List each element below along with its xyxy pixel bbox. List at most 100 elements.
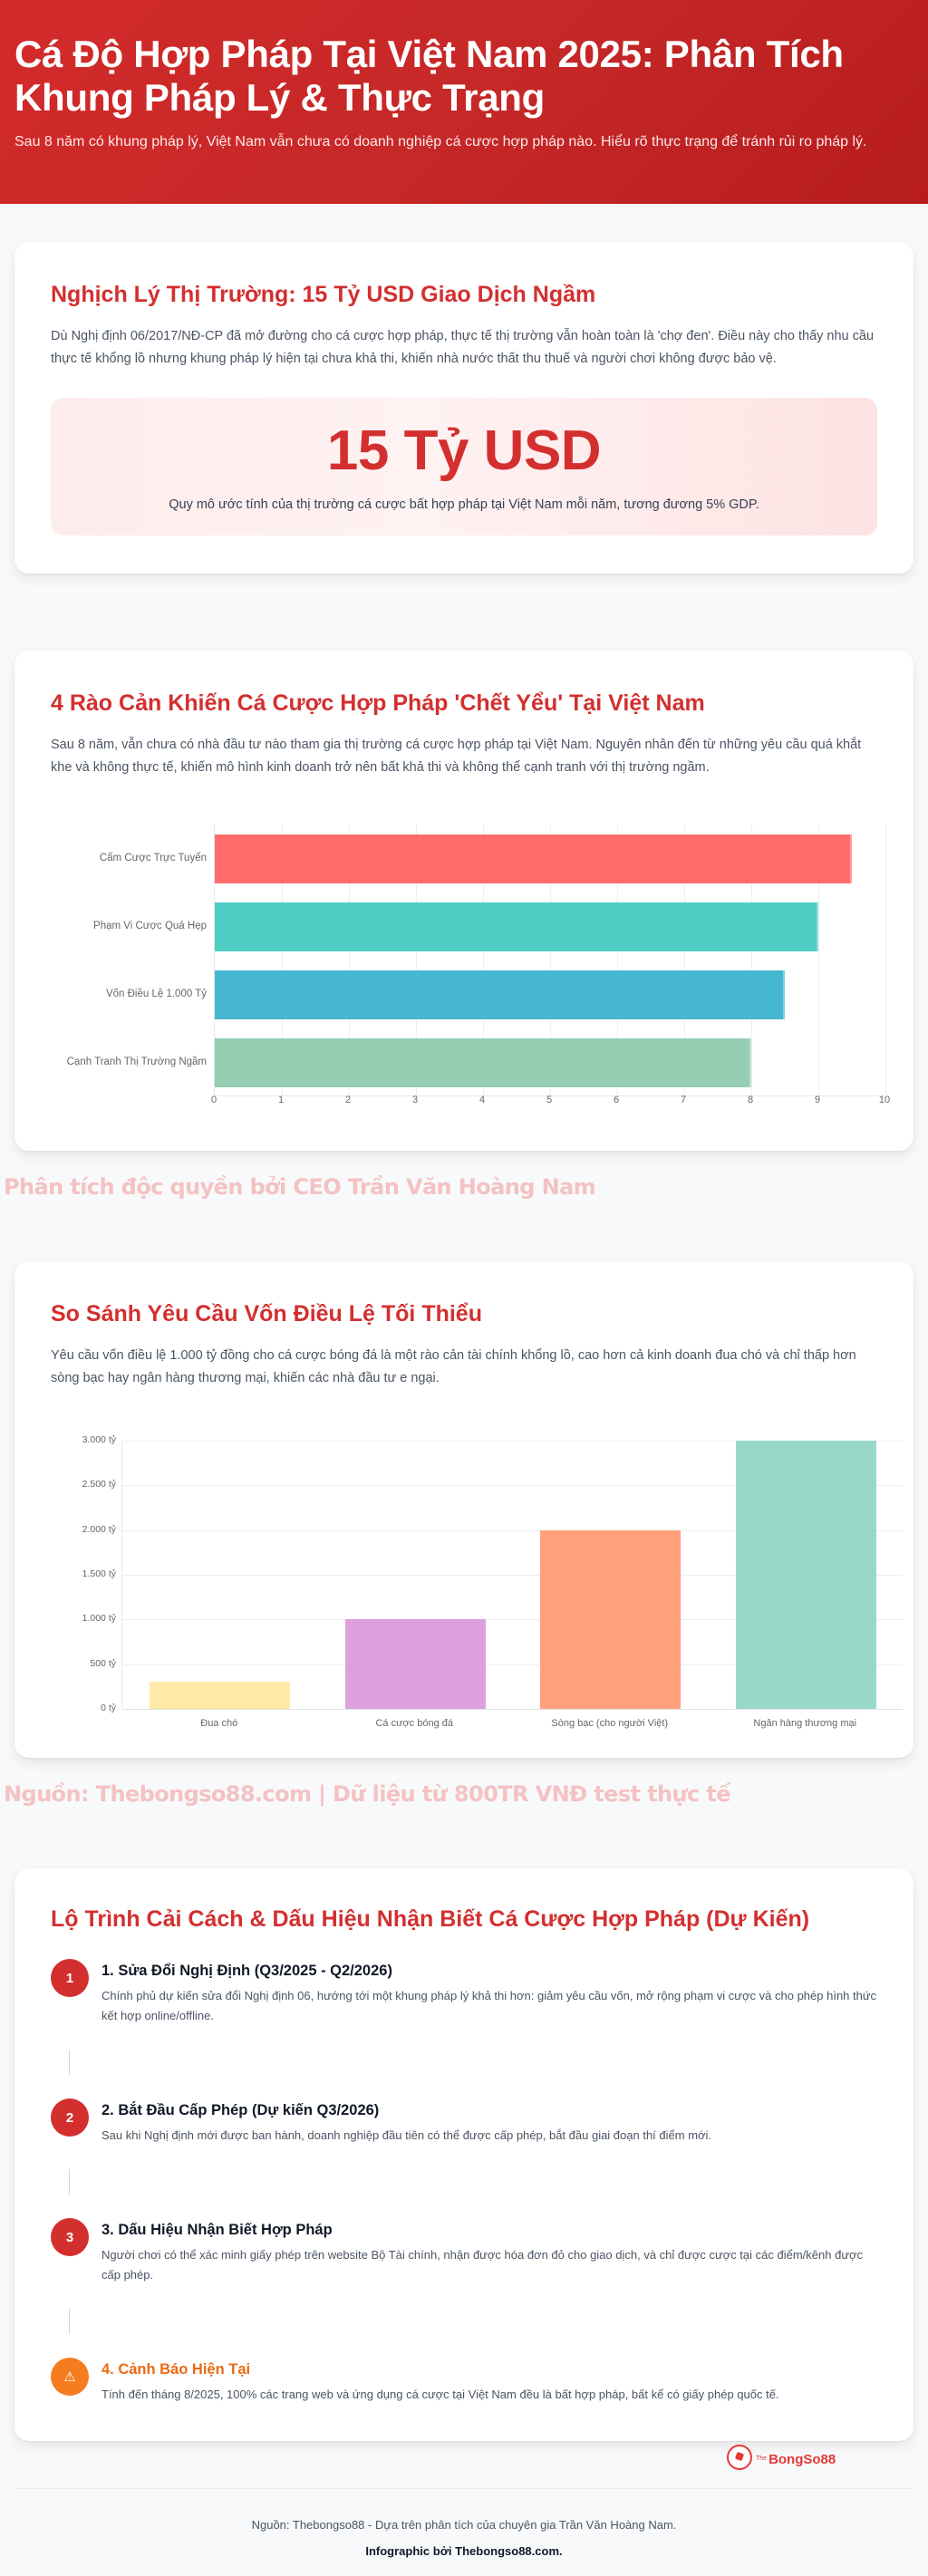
y-tick-label: 1.000 tỷ (82, 1613, 116, 1625)
grid-line (122, 1441, 903, 1442)
timeline-step: 2 2. Bắt Đầu Cấp Phép (Dự kiến Q3/2026) … (51, 2098, 877, 2146)
soccer-ball-icon (727, 2445, 752, 2470)
section-lead: Yêu cầu vốn điều lệ 1.000 tỷ đồng cho cá… (51, 1348, 856, 1385)
x-tick-label: 4 (478, 1095, 486, 1105)
bar[interactable] (735, 1441, 876, 1709)
step-text: Tính đến tháng 8/2025, 100% các trang we… (102, 2388, 779, 2401)
x-tick-label: 2 (344, 1095, 352, 1105)
bar[interactable] (540, 1529, 682, 1709)
grid-line (751, 825, 752, 1095)
section-lead: Dù Nghị định 06/2017/NĐ-CP đã mở đường c… (51, 329, 875, 366)
grid-line (617, 825, 618, 1095)
y-tick-label: 500 tỷ (90, 1657, 116, 1669)
grid-line (282, 825, 283, 1095)
roadmap-card: Lộ Trình Cải Cách & Dấu Hiệu Nhận Biết C… (14, 1868, 914, 2441)
x-tick-label: 3 (411, 1095, 419, 1105)
timeline-step: 1 1. Sửa Đổi Nghị Định (Q3/2025 - Q2/202… (51, 1959, 877, 2026)
timeline-connector (69, 2309, 70, 2334)
step-title: 4. Cảnh Báo Hiện Tại (102, 2361, 251, 2378)
grid-line (349, 825, 350, 1095)
footer-source: Nguồn: Thebongso88 - Dựa trên phân tích … (251, 2518, 677, 2532)
grid-line (122, 1529, 903, 1531)
barriers-card: 4 Rào Cản Khiến Cá Cược Hợp Pháp 'Chết Y… (14, 651, 914, 1151)
x-category-label: Ngân hàng thương mại (753, 1718, 857, 1729)
step-text: Chính phủ dự kiến sửa đổi Nghị định 06, … (102, 1989, 877, 2022)
step-number-badge: 2 (51, 2098, 89, 2137)
x-tick-label: 1 (277, 1095, 285, 1105)
x-category-label: Cá cược bóng đá (375, 1718, 453, 1729)
x-tick-label: 9 (814, 1095, 821, 1105)
y-tick-label: 0 tỷ (101, 1703, 116, 1713)
step-number-badge: 3 (51, 2218, 89, 2256)
grid-line (483, 825, 484, 1095)
y-category-label: Vốn Điều Lệ 1.000 Tỷ (105, 988, 207, 999)
footer-credit: Infographic bởi Thebongso88.com. (365, 2544, 563, 2558)
timeline-connector (69, 2169, 70, 2195)
logo-row: The BongSo88 (0, 2443, 928, 2479)
grid-line (122, 1485, 903, 1487)
section-title: So Sánh Yêu Cầu Vốn Điều Lệ Tối Thiểu (51, 1301, 482, 1327)
bar[interactable] (344, 1619, 486, 1709)
step-title: 3. Dấu Hiệu Nhận Biết Hợp Pháp (102, 2222, 333, 2238)
timeline-step: 3 3. Dấu Hiệu Nhận Biết Hợp Pháp Người c… (51, 2218, 877, 2285)
step-title: 2. Bắt Đầu Cấp Phép (Dự kiến Q3/2026) (102, 2102, 380, 2118)
y-tick-label: 2.000 tỷ (82, 1523, 116, 1535)
roadmap-timeline: 1 1. Sửa Đổi Nghị Định (Q3/2025 - Q2/202… (51, 1959, 877, 2405)
watermark-source: Nguồn: Thebongso88.com | Dữ liệu từ 800T… (4, 1781, 731, 1807)
timeline-connector (69, 2050, 70, 2075)
x-category-label: Sòng bạc (cho người Việt) (551, 1718, 669, 1729)
stat-value: 15 Tỷ USD (326, 420, 602, 482)
y-tick-label: 1.500 tỷ (82, 1568, 116, 1579)
grid-line (684, 825, 685, 1095)
stat-caption: Quy mô ước tính của thị trường cá cược b… (169, 497, 759, 512)
logo-name: BongSo88 (768, 2451, 836, 2467)
bar[interactable] (215, 902, 818, 951)
step-number-badge: 1 (51, 1959, 89, 1997)
y-tick-label: 3.000 tỷ (82, 1434, 116, 1445)
watermark-author: Phân tích độc quyền bởi CEO Trần Văn Hoà… (4, 1174, 596, 1200)
grid-line (122, 1664, 903, 1665)
x-category-label: Đua chó (200, 1718, 238, 1729)
x-tick-label: 5 (546, 1095, 553, 1105)
x-tick-label: 10 (878, 1095, 891, 1105)
section-title: 4 Rào Cản Khiến Cá Cược Hợp Pháp 'Chết Y… (51, 690, 705, 716)
bar[interactable] (215, 970, 785, 1019)
y-category-label: Phạm Vi Cược Quá Hẹp (93, 920, 207, 931)
section-title: Lộ Trình Cải Cách & Dấu Hiệu Nhận Biết C… (51, 1906, 810, 1932)
grid-line (818, 825, 819, 1095)
barriers-bar-chart: 0 1 2 3 4 5 6 7 8 9 10 Cấm Cược Trực Tuyến Phạm Vi C… (51, 815, 890, 1114)
section-title: Nghịch Lý Thị Trường: 15 Tỷ USD Giao Dịc… (51, 282, 596, 307)
timeline-step-warning: ⚠ 4. Cảnh Báo Hiện Tại Tính đến tháng 8/… (51, 2358, 877, 2405)
step-title: 1. Sửa Đổi Nghị Định (Q3/2025 - Q2/2026) (102, 1963, 392, 1979)
step-text: Người chơi có thể xác minh giấy phép trê… (102, 2248, 864, 2282)
warning-icon: ⚠ (51, 2358, 89, 2396)
bar[interactable] (215, 834, 852, 883)
logo-prefix: The (756, 2455, 768, 2462)
big-stat-box: 15 Tỷ USD Quy mô ước tính của thị trường… (51, 398, 877, 535)
grid-line (416, 825, 417, 1095)
grid-line (550, 825, 551, 1095)
market-paradox-card: Nghịch Lý Thị Trường: 15 Tỷ USD Giao Dịc… (14, 242, 914, 574)
capital-comparison-card: So Sánh Yêu Cầu Vốn Điều Lệ Tối Thiểu Yê… (14, 1261, 914, 1758)
y-category-label: Cạnh Tranh Thị Trường Ngầm (66, 1056, 207, 1067)
grid-line (885, 825, 886, 1095)
step-text: Sau khi Nghị định mới được ban hành, doa… (102, 2128, 712, 2142)
footer: Nguồn: Thebongso88 - Dựa trên phân tích … (0, 2489, 928, 2576)
page-title: Cá Độ Hợp Pháp Tại Việt Nam 2025: Phân T… (14, 33, 844, 119)
x-tick-label: 6 (613, 1095, 620, 1105)
capital-bar-chart: 0 tỷ 500 tỷ 1.000 tỷ 1.500 tỷ 2.000 tỷ 2.500 … (51, 1423, 903, 1729)
hero-header: Cá Độ Hợp Pháp Tại Việt Nam 2025: Phân T… (0, 0, 928, 204)
x-tick-label: 0 (210, 1095, 218, 1105)
chart-plot-area (214, 825, 886, 1096)
bar[interactable] (215, 1037, 751, 1087)
y-tick-label: 2.500 tỷ (82, 1479, 116, 1491)
grid-line (122, 1575, 903, 1576)
chart-plot-area (121, 1441, 903, 1710)
section-lead: Sau 8 năm, vẫn chưa có nhà đầu tư nào th… (51, 738, 862, 775)
x-tick-label: 7 (680, 1095, 687, 1105)
bongso88-logo[interactable]: The BongSo88 (727, 2445, 836, 2470)
grid-line (122, 1709, 903, 1710)
x-tick-label: 8 (747, 1095, 754, 1105)
bar[interactable] (150, 1682, 291, 1709)
grid-line (122, 1619, 903, 1621)
